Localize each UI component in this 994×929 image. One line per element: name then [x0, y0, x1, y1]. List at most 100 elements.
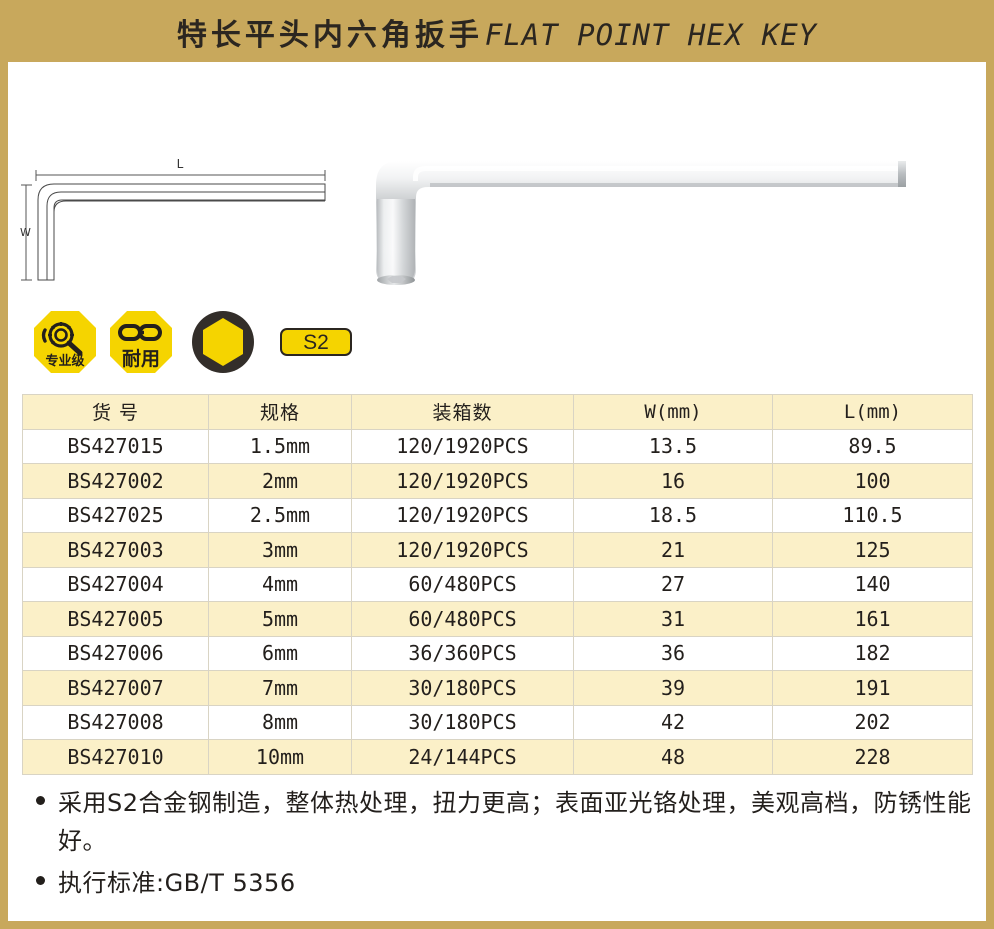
table-row: BS427002 2mm 120/1920PCS 16 100 [22, 463, 973, 499]
cell-item-no: BS427007 [22, 670, 209, 706]
cell-carton: 36/360PCS [351, 635, 574, 671]
cell-carton: 60/480PCS [351, 601, 574, 637]
cell-carton: 60/480PCS [351, 566, 574, 602]
page-title: 特长平头内六角扳手 FLAT POINT HEX KEY [177, 10, 817, 54]
badge-hex-profile [192, 311, 254, 373]
list-item: 采用S2合金钢制造，整体热处理，扭力更高；表面亚光铬处理，美观高档，防锈性能好。 [22, 784, 972, 860]
table-row: BS427003 3mm 120/1920PCS 21 125 [22, 532, 973, 568]
magnifier-gear-icon [41, 322, 83, 356]
hex-key-photo [376, 161, 906, 285]
cell-length: 182 [772, 635, 973, 671]
page-body: L W [8, 62, 986, 921]
cell-length: 89.5 [772, 428, 973, 464]
cell-size: 5mm [208, 601, 352, 637]
cell-carton: 120/1920PCS [351, 463, 574, 499]
badge-professional: 专业级 [34, 311, 96, 373]
cell-item-no: BS427003 [22, 532, 209, 568]
page-frame-bottom [0, 921, 994, 929]
cell-length: 228 [772, 739, 973, 775]
cell-item-no: BS427010 [22, 739, 209, 775]
badge-durable-label: 耐用 [122, 348, 160, 370]
cell-item-no: BS427005 [22, 601, 209, 637]
feature-badges: 专业级 耐用 [32, 302, 352, 382]
column-header-carton: 装箱数 [351, 394, 574, 430]
cell-length: 161 [772, 601, 973, 637]
cell-size: 6mm [208, 635, 352, 671]
note-text-material: 采用S2合金钢制造，整体热处理，扭力更高；表面亚光铬处理，美观高档，防锈性能好。 [58, 789, 972, 855]
table-body: BS427015 1.5mm 120/1920PCS 13.5 89.5 BS4… [22, 428, 973, 775]
bullet-icon [36, 876, 45, 885]
badge-material-s2: S2 [280, 328, 352, 356]
cell-carton: 30/180PCS [351, 670, 574, 706]
cell-width: 48 [573, 739, 773, 775]
cell-size: 8mm [208, 704, 352, 740]
cell-item-no: BS427004 [22, 566, 209, 602]
cell-length: 125 [772, 532, 973, 568]
table-row: BS427007 7mm 30/180PCS 39 191 [22, 670, 973, 706]
column-header-width: W(mm) [573, 394, 773, 430]
cell-carton: 30/180PCS [351, 704, 574, 740]
title-chinese: 特长平头内六角扳手 [176, 18, 483, 53]
cell-width: 21 [573, 532, 773, 568]
cell-size: 7mm [208, 670, 352, 706]
badge-material-s2-label: S2 [303, 330, 329, 354]
cell-length: 100 [772, 463, 973, 499]
list-item: 执行标准:GB/T 5356 [22, 864, 972, 902]
table-row: BS427015 1.5mm 120/1920PCS 13.5 89.5 [22, 428, 973, 464]
cell-carton: 120/1920PCS [351, 497, 574, 533]
cell-length: 140 [772, 566, 973, 602]
octagon-shape [34, 311, 96, 373]
cell-length: 202 [772, 704, 973, 740]
illustration-area: L W [8, 62, 986, 373]
cell-size: 1.5mm [208, 428, 352, 464]
cell-length: 110.5 [772, 497, 973, 533]
cell-length: 191 [772, 670, 973, 706]
cell-width: 16 [573, 463, 773, 499]
cell-width: 36 [573, 635, 773, 671]
specification-table-wrap: 货 号 规格 装箱数 W(mm) L(mm) BS427015 1.5mm 12… [22, 394, 973, 775]
column-header-size: 规格 [208, 394, 352, 430]
dimension-label-width: W [20, 226, 31, 239]
cell-size: 10mm [208, 739, 352, 775]
cell-size: 2mm [208, 463, 352, 499]
cell-item-no: BS427006 [22, 635, 209, 671]
cell-item-no: BS427025 [22, 497, 209, 533]
cell-width: 31 [573, 601, 773, 637]
cell-item-no: BS427015 [22, 428, 209, 464]
column-header-length: L(mm) [772, 394, 973, 430]
bullet-icon [36, 796, 45, 805]
cell-item-no: BS427002 [22, 463, 209, 499]
cell-width: 18.5 [573, 497, 773, 533]
page-frame-right [986, 0, 994, 929]
cell-size: 2.5mm [208, 497, 352, 533]
product-notes: 采用S2合金钢制造，整体热处理，扭力更高；表面亚光铬处理，美观高档，防锈性能好。… [22, 784, 972, 906]
table-row: BS427025 2.5mm 120/1920PCS 18.5 110.5 [22, 497, 973, 533]
chain-link-icon [118, 324, 162, 341]
table-row: BS427006 6mm 36/360PCS 36 182 [22, 635, 973, 671]
cell-width: 39 [573, 670, 773, 706]
title-english: FLAT POINT HEX KEY [484, 18, 818, 52]
note-text-standard: 执行标准:GB/T 5356 [58, 869, 296, 897]
table-header-row: 货 号 规格 装箱数 W(mm) L(mm) [22, 394, 973, 430]
page-frame-left [0, 0, 8, 929]
table-row: BS427010 10mm 24/144PCS 48 228 [22, 739, 973, 775]
table-row: BS427004 4mm 60/480PCS 27 140 [22, 566, 973, 602]
cell-width: 27 [573, 566, 773, 602]
table-row: BS427008 8mm 30/180PCS 42 202 [22, 704, 973, 740]
badge-professional-label: 专业级 [45, 353, 85, 369]
cell-width: 42 [573, 704, 773, 740]
table-row: BS427005 5mm 60/480PCS 31 161 [22, 601, 973, 637]
dimension-label-length: L [177, 157, 184, 171]
header-banner: 特长平头内六角扳手 FLAT POINT HEX KEY [0, 0, 994, 62]
cell-carton: 120/1920PCS [351, 428, 574, 464]
cell-width: 13.5 [573, 428, 773, 464]
column-header-item-no: 货 号 [22, 394, 209, 430]
specification-table: 货 号 规格 装箱数 W(mm) L(mm) BS427015 1.5mm 12… [22, 394, 973, 775]
cell-size: 3mm [208, 532, 352, 568]
badge-durable: 耐用 [110, 311, 172, 373]
cell-carton: 24/144PCS [351, 739, 574, 775]
hex-key-line-drawing: L W [20, 157, 326, 281]
cell-carton: 120/1920PCS [351, 532, 574, 568]
hexagon-icon [203, 318, 243, 366]
